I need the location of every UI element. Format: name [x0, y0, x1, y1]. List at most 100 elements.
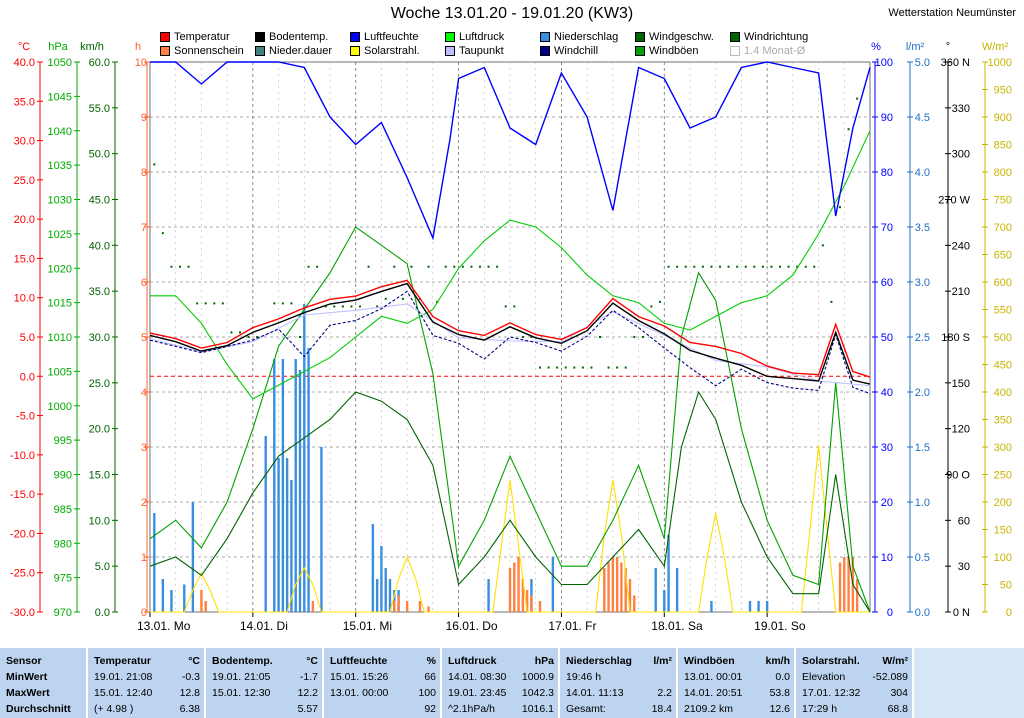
point-windrichtung	[701, 265, 704, 268]
tick-label: 850	[994, 140, 1012, 152]
x-tick-label: 15.01. Mi	[343, 619, 392, 633]
bar-sonnenschein	[843, 557, 846, 612]
stats-cell: °C	[188, 655, 200, 667]
tick-label: 90 O	[946, 470, 970, 482]
bar-niederschlag	[380, 546, 383, 612]
stats-cell: Luftfeuchte	[330, 655, 388, 667]
stats-cell: 12.6	[769, 703, 790, 715]
legend-item: Nieder.dauer	[255, 45, 332, 58]
tick-label: 80	[881, 167, 893, 179]
stats-cell: 92	[424, 703, 436, 715]
x-tick-label: 17.01. Fr	[548, 619, 596, 633]
tick-label: 10.0	[89, 515, 110, 527]
stats-cell: 17.01. 12:32	[802, 687, 861, 699]
stats-cell: ^2.1hPa/h	[448, 703, 495, 715]
point-windrichtung	[367, 265, 370, 268]
stats-panel: Luftfeuchte% 15.01. 15:26 66 13.01. 00:00 10…	[324, 648, 442, 718]
stats-cell: Niederschlag	[566, 655, 632, 667]
bar-niederschlag	[748, 601, 752, 612]
tick-label: 400	[994, 387, 1012, 399]
stats-cell: -1.7	[299, 671, 318, 683]
stats-cell: 19.01. 21:08	[94, 671, 153, 683]
point-windrichtung	[470, 265, 473, 268]
stats-cell: 1016.1	[521, 703, 554, 715]
stats-cell: 19.01. 23:45	[448, 687, 507, 699]
tick-label: 5	[141, 332, 147, 344]
series-line-bodentemp-	[149, 282, 871, 385]
point-windrichtung	[727, 265, 730, 268]
bar-sonnenschein	[521, 579, 525, 612]
tick-label: 1.5	[915, 442, 930, 454]
point-windrichtung	[547, 366, 550, 369]
point-windrichtung	[830, 300, 833, 303]
x-tick-label: 14.01. Di	[240, 619, 288, 633]
tick-label: 5.0	[20, 332, 35, 344]
stats-cell: l/m²	[653, 655, 672, 667]
bar-sonnenschein	[628, 579, 632, 612]
point-windrichtung	[187, 265, 190, 268]
point-windrichtung	[761, 265, 764, 268]
bar-sonnenschein	[513, 562, 516, 612]
point-windrichtung	[239, 331, 241, 334]
axis-unit: %	[871, 41, 881, 53]
series-line-luftfeuchte	[150, 61, 871, 241]
x-tick-label: 13.01. Mo	[137, 619, 191, 633]
bar-sonnenschein	[607, 562, 610, 612]
tick-label: 2	[141, 497, 147, 509]
bar-niederschlag	[551, 557, 555, 612]
tick-label: 6	[141, 277, 147, 289]
tick-label: 60	[958, 515, 970, 527]
stats-row: 19.01. 23:45 1042.3	[448, 685, 554, 701]
tick-label: 0	[141, 607, 147, 619]
tick-label: 985	[54, 504, 72, 516]
tick-label: 1040	[48, 126, 72, 138]
stats-row: ^2.1hPa/h 1016.1	[448, 701, 554, 717]
legend-label: Windböen	[649, 45, 699, 57]
tick-label: 5.0	[95, 561, 110, 573]
tick-label: 8	[141, 167, 147, 179]
legend-swatch	[350, 32, 360, 42]
tick-label: 40.0	[14, 57, 35, 69]
series-line-taupunkt	[149, 303, 871, 387]
bar-niederschlag	[654, 568, 657, 612]
legend-swatch	[445, 32, 455, 42]
legend-label: Luftfeuchte	[364, 31, 419, 43]
legend-label: Niederschlag	[554, 31, 619, 43]
point-windrichtung	[530, 336, 533, 338]
x-tick-label: 19.01. So	[754, 619, 806, 633]
legend-item: Sonnenschein	[160, 45, 244, 58]
point-windrichtung	[333, 305, 336, 308]
tick-label: 2.0	[915, 387, 930, 399]
bar-niederschlag	[183, 584, 186, 612]
point-windrichtung	[256, 336, 259, 338]
stats-row: 15.01. 12:30 12.2	[212, 685, 318, 701]
stats-cell: W/m²	[882, 655, 908, 667]
legend-label: Sonnenschein	[174, 45, 244, 57]
legend-item: Windgeschw.	[635, 31, 714, 44]
point-windrichtung	[650, 305, 653, 308]
stats-row: 19:46 h	[566, 669, 672, 685]
point-windrichtung	[299, 336, 301, 338]
tick-label: 1025	[48, 229, 72, 241]
tick-label: 30	[881, 442, 893, 454]
row-label: Sensor	[6, 655, 42, 667]
legend-swatch	[255, 32, 265, 42]
point-windrichtung	[316, 265, 319, 268]
point-windrichtung	[376, 305, 379, 308]
legend-swatch	[540, 32, 550, 42]
point-windrichtung	[821, 244, 824, 247]
point-windrichtung	[410, 265, 413, 268]
stats-cell: 0.0	[775, 671, 790, 683]
stats-cell: Elevation	[802, 671, 846, 683]
bar-niederschlag	[285, 458, 289, 612]
legend-item: Solarstrahl.	[350, 45, 420, 58]
tick-label: 25.0	[89, 378, 110, 390]
point-windrichtung	[607, 366, 610, 369]
tick-label: 450	[994, 360, 1012, 372]
legend-swatch	[350, 46, 360, 56]
tick-label: 40	[881, 387, 893, 399]
tick-label: 0.0	[20, 371, 35, 383]
stats-cell: Windböen	[684, 655, 735, 667]
bar-sonnenschein	[611, 557, 615, 612]
legend-item: 1.4 Monat-Ø	[730, 45, 805, 58]
